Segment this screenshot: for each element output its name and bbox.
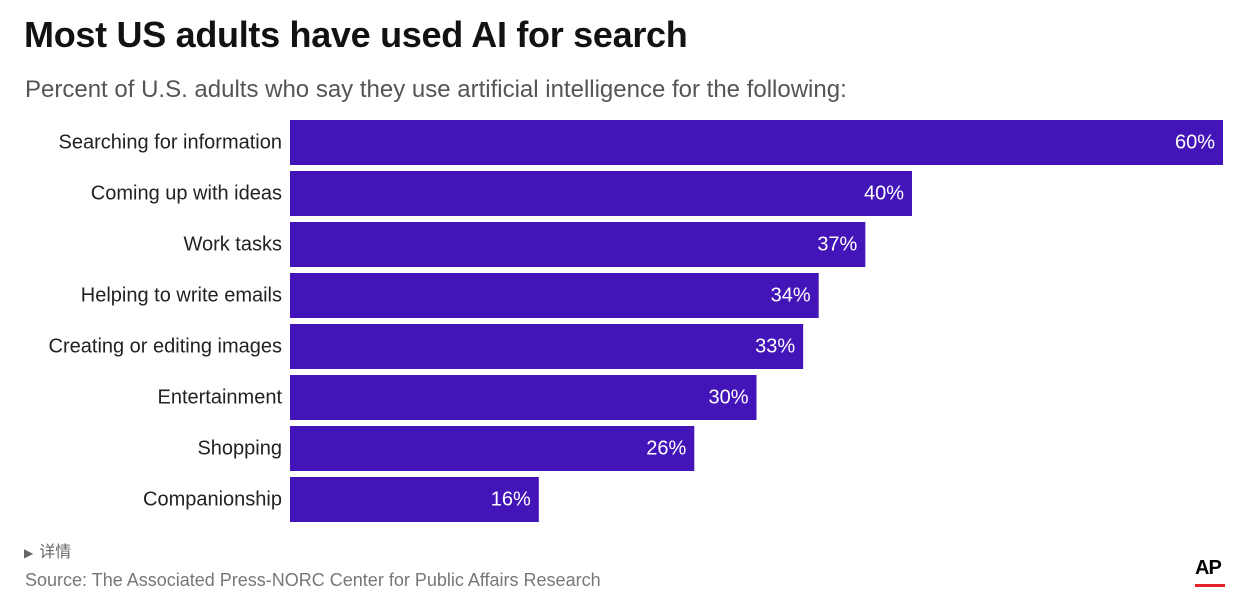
category-label: Work tasks <box>183 234 282 256</box>
bar-value-label: 33% <box>755 336 795 358</box>
chart-subtitle: Percent of U.S. adults who say they use … <box>25 76 847 103</box>
bar <box>290 273 819 318</box>
category-label: Coming up with ideas <box>91 183 282 205</box>
bar-value-label: 40% <box>864 183 904 205</box>
bar-value-label: 37% <box>817 234 857 256</box>
bar <box>290 477 539 522</box>
category-label: Searching for information <box>59 132 282 154</box>
category-label: Companionship <box>143 489 282 511</box>
category-label: Helping to write emails <box>81 285 282 307</box>
ap-logo-underline <box>1195 584 1225 587</box>
chart-title: Most US adults have used AI for search <box>24 14 688 55</box>
bar <box>290 120 1223 165</box>
bar <box>290 222 866 267</box>
bar-chart: Searching for information 60% Coming up wi… <box>49 120 1223 522</box>
bar-value-label: 60% <box>1175 132 1215 154</box>
category-label: Entertainment <box>157 387 282 409</box>
bar <box>290 171 912 216</box>
expand-triangle-icon: ▶ <box>24 546 34 560</box>
category-label: Shopping <box>197 438 282 460</box>
source-note: Source: The Associated Press-NORC Center… <box>25 570 601 590</box>
bar <box>290 324 804 369</box>
details-toggle[interactable]: ▶ 详情 <box>24 538 71 562</box>
bar <box>290 426 695 471</box>
bar-value-label: 26% <box>646 438 686 460</box>
bar <box>290 375 757 420</box>
category-label: Creating or editing images <box>49 336 282 358</box>
ap-logo[interactable]: AP <box>1195 557 1225 589</box>
bar-value-label: 34% <box>771 285 811 307</box>
ap-logo-text: AP <box>1195 557 1222 579</box>
bar-value-label: 16% <box>491 489 531 511</box>
details-label: 详情 <box>39 544 72 561</box>
bar-value-label: 30% <box>708 387 748 409</box>
